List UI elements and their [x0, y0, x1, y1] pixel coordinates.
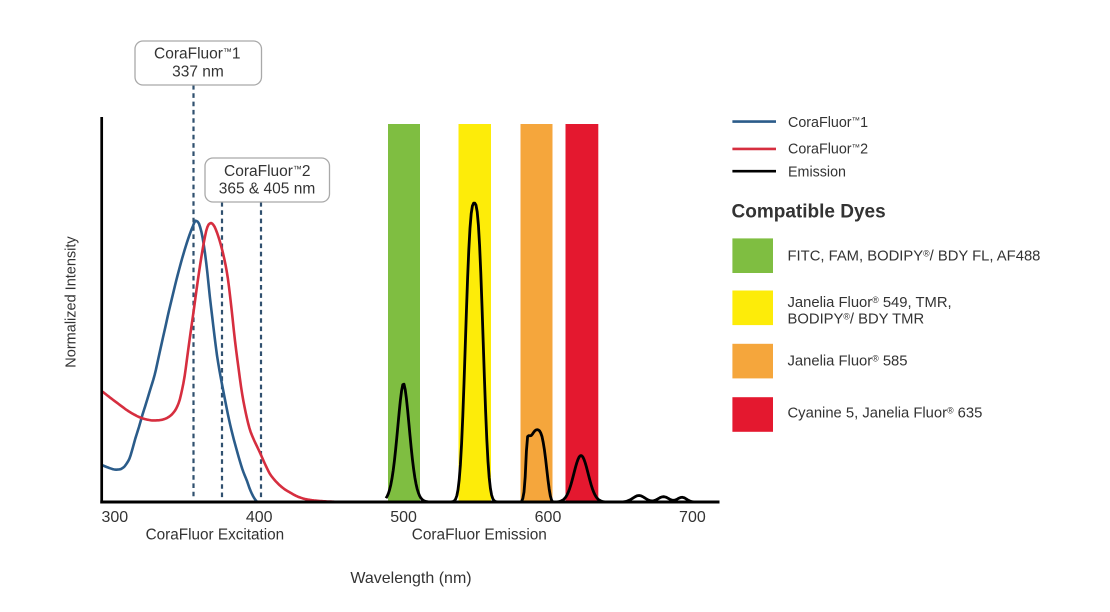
svg-text:Normalized Intensity: Normalized Intensity — [64, 236, 80, 368]
svg-text:500: 500 — [390, 509, 417, 526]
svg-text:CoraFluor™1: CoraFluor™1 — [788, 115, 868, 131]
svg-text:CoraFluor™2: CoraFluor™2 — [788, 142, 868, 158]
svg-text:Janelia Fluor® 549, TMR,: Janelia Fluor® 549, TMR, — [788, 295, 952, 311]
svg-text:Wavelength (nm): Wavelength (nm) — [350, 570, 471, 587]
svg-text:300: 300 — [101, 509, 128, 526]
svg-text:CoraFluor Emission: CoraFluor Emission — [412, 527, 547, 544]
svg-text:Emission: Emission — [788, 164, 846, 180]
svg-text:FITC, FAM, BODIPY®/ BDY FL, AF: FITC, FAM, BODIPY®/ BDY FL, AF488 — [788, 249, 1041, 265]
svg-text:CoraFluor Excitation: CoraFluor Excitation — [146, 527, 285, 544]
svg-text:CoraFluor™1: CoraFluor™1 — [154, 46, 241, 63]
svg-text:Cyanine 5, Janelia Fluor® 635: Cyanine 5, Janelia Fluor® 635 — [788, 405, 983, 421]
svg-text:365 & 405 nm: 365 & 405 nm — [219, 180, 316, 197]
svg-text:BODIPY®/ BDY TMR: BODIPY®/ BDY TMR — [788, 312, 925, 328]
svg-text:Janelia Fluor® 585: Janelia Fluor® 585 — [788, 353, 908, 369]
svg-text:337 nm: 337 nm — [172, 63, 224, 80]
svg-text:700: 700 — [679, 509, 706, 526]
svg-text:400: 400 — [246, 509, 273, 526]
svg-text:600: 600 — [535, 509, 562, 526]
svg-text:Compatible Dyes: Compatible Dyes — [732, 202, 886, 223]
svg-text:CoraFluor™2: CoraFluor™2 — [224, 163, 311, 180]
